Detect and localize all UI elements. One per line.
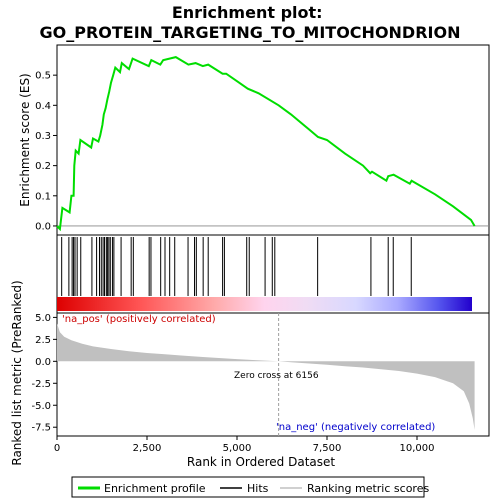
metric-y-tick-label: 5.0: [35, 313, 51, 324]
es-line: [56, 56, 476, 232]
es-y-tick-label: 0.3: [35, 131, 51, 142]
metric-y-tick-label: -5.0: [31, 401, 51, 412]
chart-title-line-1: Enrichment plot:: [172, 3, 323, 22]
hits-layer: [61, 237, 412, 296]
legend-metric-label: Ranking metric scores: [307, 482, 429, 495]
metric-y-tick-label: 2.5: [35, 335, 51, 346]
legend-box: [71, 476, 425, 498]
chart-title: Enrichment plot: GO_PROTEIN_TARGETING_TO…: [40, 3, 461, 42]
rank-color-bar: [57, 297, 472, 311]
es-y-tick-label: 0.2: [35, 161, 51, 172]
x-tick-label: 5,000: [223, 443, 252, 454]
zero-cross-label: Zero cross at 6156: [234, 371, 319, 381]
es-y-axis-label: Enrichment score (ES): [18, 73, 32, 206]
pos-label: 'na_pos' (positively correlated): [62, 314, 216, 325]
legend-es-label: Enrichment profile: [104, 482, 206, 495]
metric-y-tick-label: -2.5: [31, 379, 51, 390]
legend-hits-label: Hits: [247, 482, 269, 495]
x-tick-label: 7,500: [313, 443, 342, 454]
metric-y-tick-label: -7.5: [31, 423, 51, 434]
es-y-tick-label: 0.4: [35, 101, 51, 112]
chart-title-line-2: GO_PROTEIN_TARGETING_TO_MITOCHONDRION: [40, 23, 461, 42]
es-y-tick-label: 0.0: [35, 221, 51, 232]
x-axis-label: Rank in Ordered Dataset: [187, 455, 335, 469]
x-tick-label: 10,000: [400, 443, 435, 454]
neg-label: 'na_neg' (negatively correlated): [276, 422, 435, 433]
metric-y-tick-label: 0.0: [35, 357, 51, 368]
x-tick-label: 0: [54, 443, 60, 454]
es-y-tick-label: 0.5: [35, 71, 51, 82]
metric-y-axis-label: Ranked list metric (PreRanked): [10, 280, 24, 465]
es-panel: [56, 44, 490, 236]
metric-panel: [56, 312, 490, 437]
x-tick-label: 2,500: [133, 443, 162, 454]
axes-layer: 0.0 0.1 0.2 0.3 0.4 0.5 5.0 2.5 0.0 -2.5 -5.0 -7.50…: [31, 71, 434, 454]
metric-layer: [57, 313, 475, 436]
es-layer: [56, 56, 489, 232]
es-y-tick-label: 0.1: [35, 191, 51, 202]
